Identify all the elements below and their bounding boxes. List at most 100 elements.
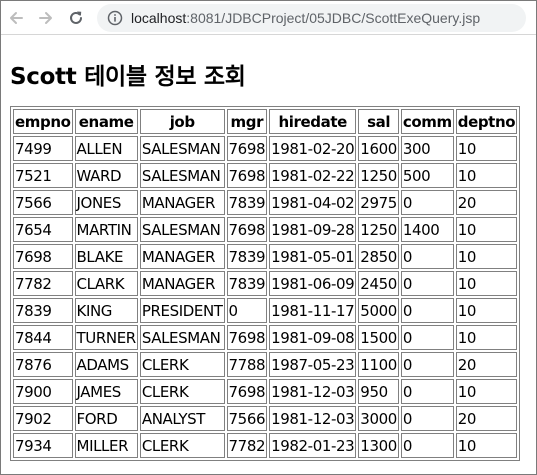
cell-job: CLERK bbox=[139, 433, 225, 458]
cell-comm: 0 bbox=[400, 244, 454, 269]
cell-hiredate: 1981-05-01 bbox=[269, 244, 357, 269]
cell-sal: 1300 bbox=[358, 433, 399, 458]
header-deptno: deptno bbox=[455, 109, 518, 134]
cell-hiredate: 1981-12-03 bbox=[269, 406, 357, 431]
cell-comm: 0 bbox=[400, 406, 454, 431]
cell-ename: MARTIN bbox=[74, 217, 138, 242]
table-row: 7499 ALLEN SALESMAN 7698 1981-02-20 1600 300 10 bbox=[13, 136, 518, 161]
cell-comm: 0 bbox=[400, 298, 454, 323]
header-mgr: mgr bbox=[226, 109, 268, 134]
cell-ename: JONES bbox=[74, 190, 138, 215]
header-comm: comm bbox=[400, 109, 454, 134]
cell-empno: 7839 bbox=[13, 298, 73, 323]
cell-deptno: 10 bbox=[455, 433, 518, 458]
cell-mgr: 0 bbox=[226, 298, 268, 323]
table-row: 7844 TURNER SALESMAN 7698 1981-09-08 1500 0 10 bbox=[13, 325, 518, 350]
table-row: 7839 KING PRESIDENT 0 1981-11-17 5000 0 10 bbox=[13, 298, 518, 323]
cell-empno: 7698 bbox=[13, 244, 73, 269]
cell-deptno: 10 bbox=[455, 136, 518, 161]
cell-empno: 7782 bbox=[13, 271, 73, 296]
cell-job: MANAGER bbox=[139, 244, 225, 269]
address-bar[interactable]: localhost:8081/JDBCProject/05JDBC/ScottE… bbox=[97, 3, 526, 32]
cell-job: SALESMAN bbox=[139, 136, 225, 161]
cell-job: MANAGER bbox=[139, 271, 225, 296]
cell-mgr: 7566 bbox=[226, 406, 268, 431]
cell-hiredate: 1981-11-17 bbox=[269, 298, 357, 323]
cell-mgr: 7839 bbox=[226, 190, 268, 215]
cell-deptno: 20 bbox=[455, 406, 518, 431]
cell-deptno: 10 bbox=[455, 325, 518, 350]
site-info-icon[interactable] bbox=[107, 10, 123, 26]
cell-mgr: 7698 bbox=[226, 217, 268, 242]
forward-arrow-icon[interactable] bbox=[31, 3, 61, 33]
cell-deptno: 10 bbox=[455, 379, 518, 404]
cell-deptno: 20 bbox=[455, 190, 518, 215]
cell-empno: 7876 bbox=[13, 352, 73, 377]
cell-job: SALESMAN bbox=[139, 163, 225, 188]
cell-ename: CLARK bbox=[74, 271, 138, 296]
cell-ename: BLAKE bbox=[74, 244, 138, 269]
cell-empno: 7499 bbox=[13, 136, 73, 161]
cell-job: MANAGER bbox=[139, 190, 225, 215]
cell-ename: JAMES bbox=[74, 379, 138, 404]
header-sal: sal bbox=[358, 109, 399, 134]
cell-job: PRESIDENT bbox=[139, 298, 225, 323]
cell-ename: ALLEN bbox=[74, 136, 138, 161]
cell-comm: 0 bbox=[400, 379, 454, 404]
cell-job: CLERK bbox=[139, 379, 225, 404]
cell-comm: 300 bbox=[400, 136, 454, 161]
cell-sal: 950 bbox=[358, 379, 399, 404]
cell-mgr: 7698 bbox=[226, 163, 268, 188]
table-row: 7698 BLAKE MANAGER 7839 1981-05-01 2850 0 10 bbox=[13, 244, 518, 269]
url-path: :8081/JDBCProject/05JDBC/ScottExeQuery.j… bbox=[186, 9, 481, 26]
cell-mgr: 7698 bbox=[226, 325, 268, 350]
cell-empno: 7566 bbox=[13, 190, 73, 215]
cell-sal: 1250 bbox=[358, 163, 399, 188]
cell-deptno: 20 bbox=[455, 352, 518, 377]
cell-comm: 0 bbox=[400, 271, 454, 296]
cell-sal: 2975 bbox=[358, 190, 399, 215]
table-row: 7654 MARTIN SALESMAN 7698 1981-09-28 1250 1400… bbox=[13, 217, 518, 242]
cell-hiredate: 1981-04-02 bbox=[269, 190, 357, 215]
cell-empno: 7844 bbox=[13, 325, 73, 350]
back-arrow-icon[interactable] bbox=[1, 3, 31, 33]
cell-mgr: 7839 bbox=[226, 271, 268, 296]
cell-sal: 3000 bbox=[358, 406, 399, 431]
cell-sal: 1250 bbox=[358, 217, 399, 242]
table-row: 7876 ADAMS CLERK 7788 1987-05-23 1100 0 20 bbox=[13, 352, 518, 377]
cell-sal: 2450 bbox=[358, 271, 399, 296]
table-row: 7934 MILLER CLERK 7782 1982-01-23 1300 0 10 bbox=[13, 433, 518, 458]
cell-sal: 1600 bbox=[358, 136, 399, 161]
cell-hiredate: 1987-05-23 bbox=[269, 352, 357, 377]
cell-empno: 7902 bbox=[13, 406, 73, 431]
cell-comm: 1400 bbox=[400, 217, 454, 242]
cell-job: CLERK bbox=[139, 352, 225, 377]
cell-ename: FORD bbox=[74, 406, 138, 431]
cell-sal: 2850 bbox=[358, 244, 399, 269]
cell-hiredate: 1981-09-28 bbox=[269, 217, 357, 242]
table-body: 7499 ALLEN SALESMAN 7698 1981-02-20 1600 300 10… bbox=[13, 136, 518, 458]
cell-sal: 1500 bbox=[358, 325, 399, 350]
header-hiredate: hiredate bbox=[269, 109, 357, 134]
table-header-row: empno ename job mgr hiredate sal comm de… bbox=[13, 109, 518, 134]
cell-deptno: 10 bbox=[455, 163, 518, 188]
cell-sal: 1100 bbox=[358, 352, 399, 377]
cell-ename: MILLER bbox=[74, 433, 138, 458]
cell-ename: ADAMS bbox=[74, 352, 138, 377]
cell-ename: WARD bbox=[74, 163, 138, 188]
header-ename: ename bbox=[74, 109, 138, 134]
cell-empno: 7654 bbox=[13, 217, 73, 242]
cell-ename: TURNER bbox=[74, 325, 138, 350]
cell-hiredate: 1982-01-23 bbox=[269, 433, 357, 458]
cell-deptno: 10 bbox=[455, 244, 518, 269]
cell-deptno: 10 bbox=[455, 298, 518, 323]
cell-hiredate: 1981-02-20 bbox=[269, 136, 357, 161]
reload-icon[interactable] bbox=[61, 3, 91, 33]
scott-table: empno ename job mgr hiredate sal comm de… bbox=[10, 106, 521, 461]
cell-hiredate: 1981-09-08 bbox=[269, 325, 357, 350]
table-row: 7521 WARD SALESMAN 7698 1981-02-22 1250 500 10 bbox=[13, 163, 518, 188]
browser-toolbar: localhost:8081/JDBCProject/05JDBC/ScottE… bbox=[1, 1, 536, 35]
cell-empno: 7900 bbox=[13, 379, 73, 404]
cell-comm: 0 bbox=[400, 190, 454, 215]
